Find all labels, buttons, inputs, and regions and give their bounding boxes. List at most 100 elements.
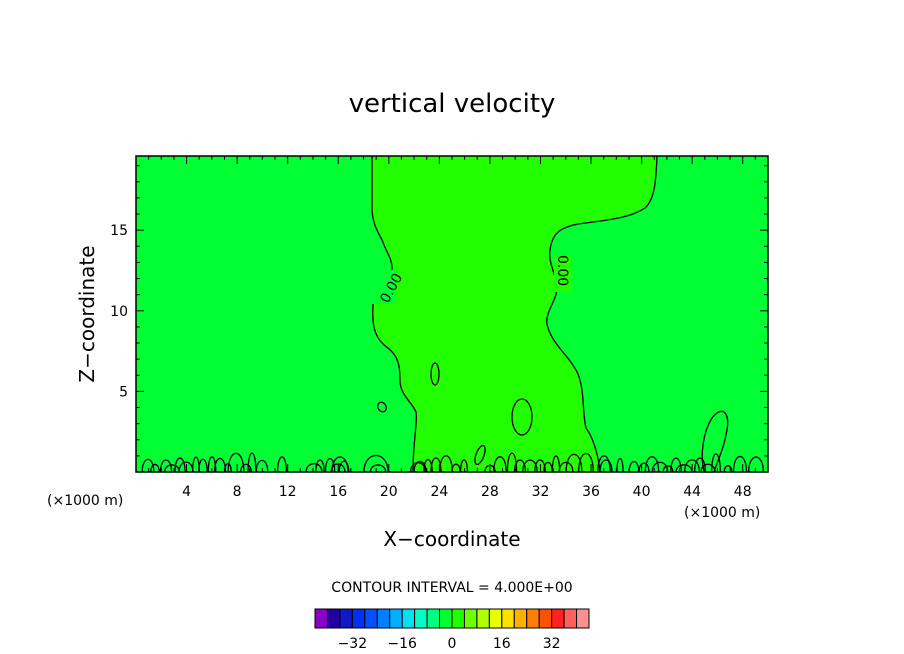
colorbar-swatch — [401, 608, 416, 629]
surface-contour-bump — [628, 460, 640, 473]
x-axis-label: X−coordinate — [383, 527, 520, 551]
surface-contour-bump — [675, 464, 693, 473]
colorbar-swatch — [488, 608, 503, 629]
colorbar-swatch — [463, 608, 478, 629]
surface-contour-bump — [240, 463, 252, 473]
surface-contour-cell — [599, 459, 613, 473]
colorbar-swatch — [476, 608, 490, 629]
contour-interval-label: CONTOUR INTERVAL = 4.000E+00 — [331, 580, 572, 596]
surface-contour-bump — [565, 453, 583, 473]
x-tick-label: 44 — [683, 484, 701, 500]
x-tick-label: 16 — [329, 484, 347, 500]
colorbar-swatch — [414, 608, 428, 629]
surface-contour-bump — [748, 456, 764, 473]
surface-contour-bump — [597, 455, 611, 473]
x-tick-label: 20 — [380, 484, 398, 500]
colorbar-swatch — [314, 608, 328, 629]
colorbar-swatch — [339, 608, 353, 629]
colorbar-tick-label: 0 — [448, 636, 457, 652]
contour-label-right: 0.00 — [554, 255, 570, 286]
y-tick-label: 10 — [110, 304, 128, 320]
y-axis-ticks: 5 10 15 — [110, 165, 768, 457]
y-tick-label: 15 — [110, 223, 128, 239]
surface-contour-bump — [141, 458, 155, 473]
surface-contour-bump — [493, 456, 507, 473]
colorbar-labels: −32 −16 0 16 32 — [338, 636, 561, 652]
contour-cell-5 — [474, 444, 486, 466]
surface-contour-bump — [670, 457, 682, 473]
x-tick-label: 36 — [582, 484, 600, 500]
x-tick-label: 12 — [279, 484, 297, 500]
surface-contour-bump — [150, 463, 160, 473]
x-tick-label: 4 — [182, 484, 191, 500]
x-axis-ticks: 4 8 12 16 20 24 28 32 36 40 44 48 — [148, 156, 756, 500]
surface-contour-bump — [683, 459, 701, 473]
colorbar — [314, 608, 590, 629]
colorbar-swatch — [526, 608, 540, 629]
surface-contour-bump — [578, 452, 594, 473]
surface-contour-bump — [723, 465, 733, 473]
surface-contour-bump — [732, 455, 748, 473]
surface-contours — [141, 452, 764, 473]
y-axis-label: Z−coordinate — [75, 245, 99, 382]
surface-contour-bump — [522, 459, 538, 473]
colorbar-tick-label: −16 — [387, 636, 417, 652]
zero-contour-left — [371, 156, 418, 473]
colorbar-swatch — [326, 608, 341, 629]
x-unit-label-right: (×1000 m) — [684, 505, 760, 521]
surface-contour-bump — [694, 457, 706, 473]
colorbar-swatch — [538, 608, 553, 629]
surface-contour-bump — [247, 452, 257, 473]
colorbar-tick-label: −32 — [338, 636, 368, 652]
colorbar-swatch — [576, 608, 590, 629]
surface-contour-bump — [255, 459, 269, 473]
surface-contour-bump — [174, 457, 186, 473]
surface-contour-bump — [430, 457, 442, 473]
contour-cell-1 — [430, 362, 440, 386]
x-tick-label: 24 — [430, 484, 448, 500]
surface-contour-bump — [506, 452, 518, 473]
surface-contour-bump — [459, 459, 469, 473]
colorbar-swatch — [501, 608, 515, 629]
contour-label-bg-left — [368, 270, 396, 304]
surface-contour-bump — [558, 461, 574, 473]
colorbar-swatch — [451, 608, 465, 629]
contour-cell-2 — [377, 401, 387, 413]
surface-contour-bump — [644, 456, 660, 473]
contour-cell-3 — [511, 398, 533, 436]
colorbar-tick-label: 16 — [493, 636, 511, 652]
surface-contour-bump — [711, 453, 721, 473]
surface-contour-bump — [276, 456, 288, 473]
chart-title: vertical velocity — [349, 89, 556, 119]
colorbar-swatch — [563, 608, 578, 629]
contour-label-bg-right — [554, 256, 572, 292]
x-unit-label-left: (×1000 m) — [47, 493, 123, 509]
colorbar-swatch — [551, 608, 565, 629]
surface-contour-bump — [423, 458, 433, 473]
colorbar-swatch — [426, 608, 441, 629]
x-tick-label: 32 — [532, 484, 550, 500]
x-tick-label: 8 — [233, 484, 242, 500]
x-tick-label: 40 — [633, 484, 651, 500]
surface-contour-bump — [534, 459, 546, 473]
surface-contour-bump — [207, 456, 217, 473]
surface-contour-cell — [331, 456, 349, 473]
colorbar-swatch — [513, 608, 528, 629]
colorbar-swatch — [351, 608, 366, 629]
surface-contour-bump — [315, 459, 325, 473]
surface-contour-bump — [305, 463, 323, 473]
colorbar-swatch — [364, 608, 378, 629]
colorbar-tick-label: 32 — [543, 636, 561, 652]
y-tick-label: 5 — [119, 384, 128, 400]
x-tick-label: 28 — [481, 484, 499, 500]
positive-velocity-region — [372, 156, 657, 472]
colorbar-swatch — [376, 608, 391, 629]
surface-contour-cell — [363, 455, 389, 473]
surface-contour-bump — [700, 463, 716, 473]
surface-contour-bump — [638, 462, 650, 473]
surface-contour-bump — [409, 462, 427, 473]
surface-contour-bump — [662, 465, 674, 473]
x-tick-label: 48 — [734, 484, 752, 500]
surface-contour-bump — [616, 457, 624, 473]
